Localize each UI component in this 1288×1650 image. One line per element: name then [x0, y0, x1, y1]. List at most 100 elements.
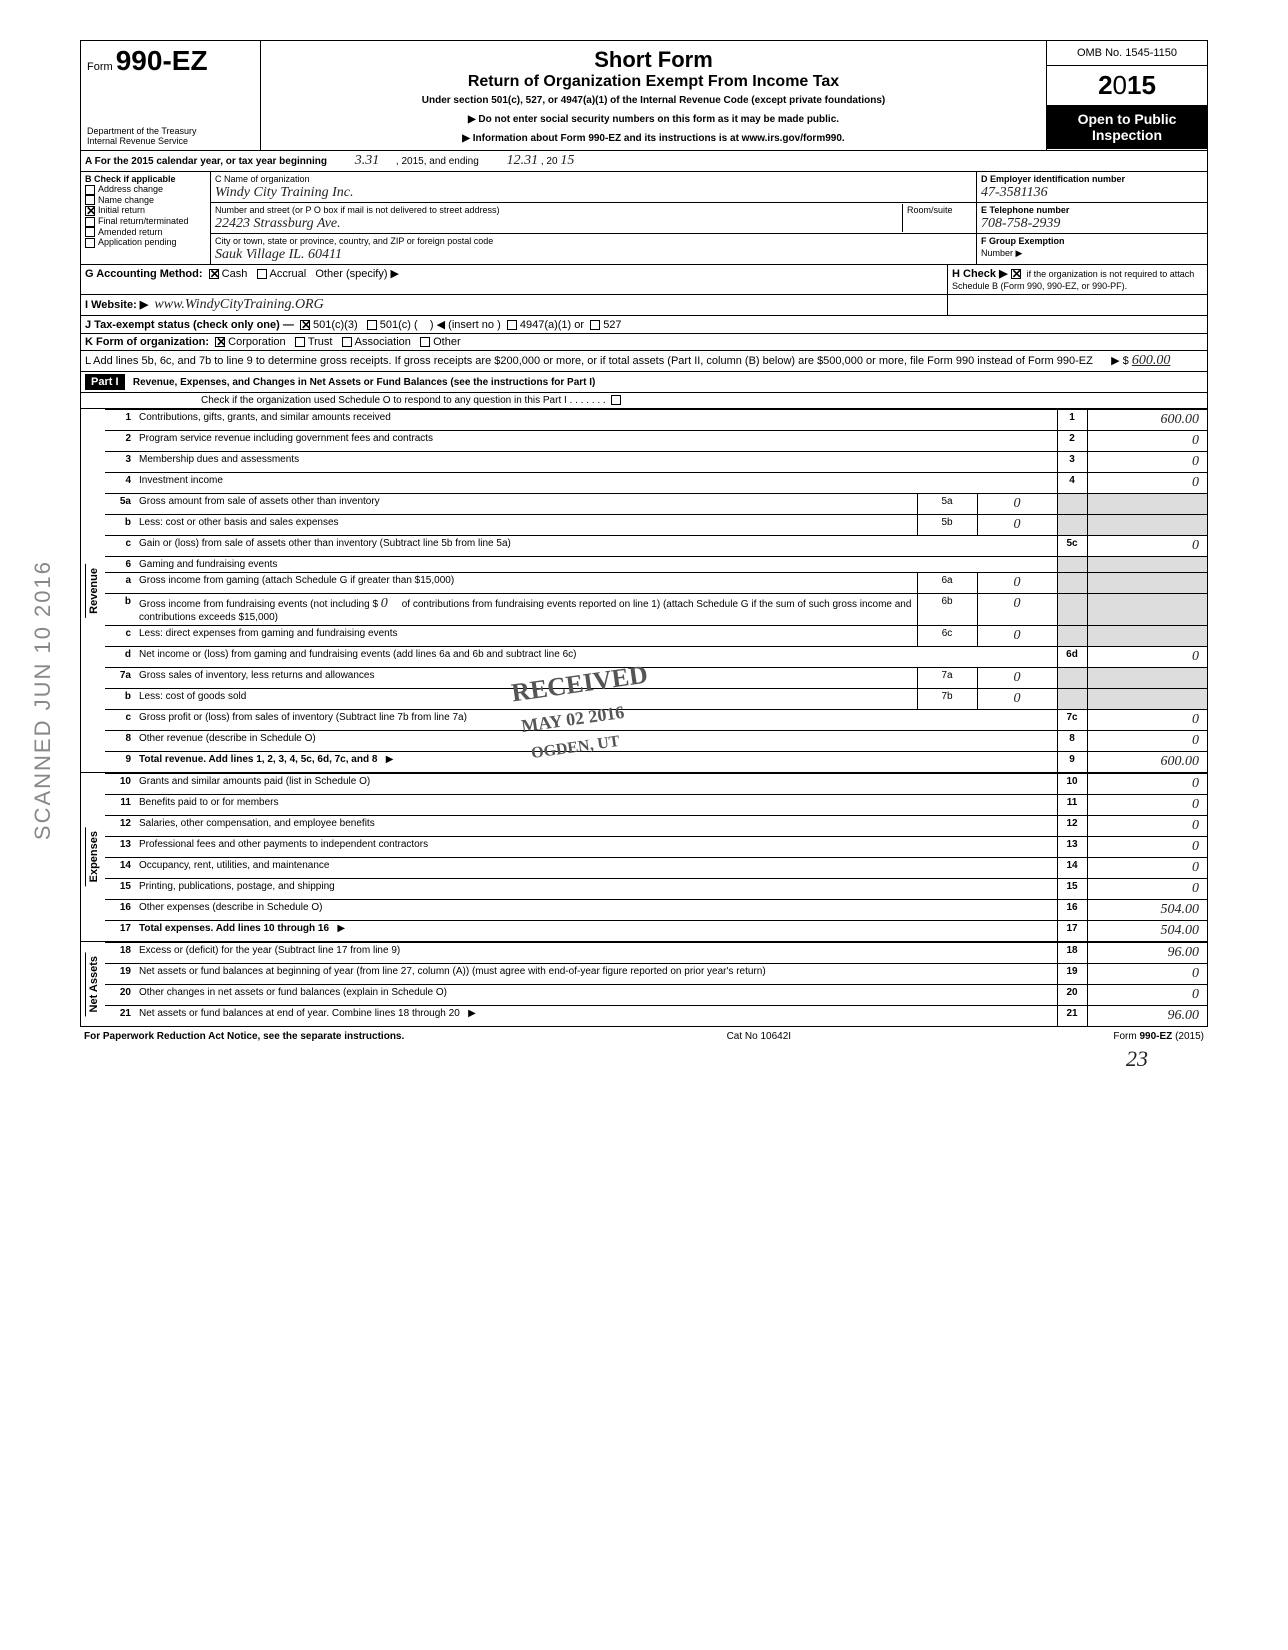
chk-final-return[interactable]	[85, 217, 95, 227]
c-street-lbl: Number and street (or P O box if mail is…	[215, 205, 499, 215]
b-item-2: Initial return	[98, 205, 145, 215]
j-lbl: J Tax-exempt status (check only one) —	[85, 319, 294, 331]
footer-left: For Paperwork Reduction Act Notice, see …	[84, 1031, 404, 1042]
chk-address-change[interactable]	[85, 185, 95, 195]
k-o2: Trust	[308, 336, 333, 348]
chk-initial-return[interactable]	[85, 206, 95, 216]
tax-year: 20201515	[1047, 66, 1207, 105]
ssn-warning: ▶ Do not enter social security numbers o…	[269, 114, 1038, 125]
line-j: J Tax-exempt status (check only one) — 5…	[81, 316, 1207, 334]
chk-501c[interactable]	[367, 320, 377, 330]
title-short-form: Short Form	[269, 47, 1038, 73]
entity-block: B Check if applicable Address change Nam…	[81, 172, 1207, 265]
chk-amended[interactable]	[85, 227, 95, 237]
ein: 47-3581136	[981, 185, 1048, 200]
gross-receipts: 600.00	[1132, 353, 1171, 368]
g-lbl: G Accounting Method:	[85, 268, 203, 280]
chk-other-org[interactable]	[420, 337, 430, 347]
chk-h[interactable]	[1011, 269, 1021, 279]
c-city-lbl: City or town, state or province, country…	[215, 236, 493, 246]
line-6b: bGross income from fundraising events (n…	[105, 594, 1207, 626]
info-line: ▶ Information about Form 990-EZ and its …	[269, 133, 1038, 144]
line-2: 2Program service revenue including gover…	[105, 431, 1207, 452]
line-7c: cGross profit or (loss) from sales of in…	[105, 710, 1207, 731]
part-i-tag: Part I	[85, 374, 125, 390]
line-13: 13Professional fees and other payments t…	[105, 837, 1207, 858]
footer: For Paperwork Reduction Act Notice, see …	[80, 1027, 1208, 1046]
chk-527[interactable]	[590, 320, 600, 330]
f-lbl: F Group Exemption	[981, 236, 1065, 246]
line-g-h: G Accounting Method: Cash Accrual Other …	[81, 265, 1207, 295]
dept-1: Department of the Treasury	[87, 126, 254, 136]
phone: 708-758-2939	[981, 216, 1060, 231]
net-assets-section: Net Assets 18Excess or (deficit) for the…	[81, 942, 1207, 1026]
scanned-stamp: SCANNED JUN 10 2016	[30, 560, 56, 840]
line-17: 17Total expenses. Add lines 10 through 1…	[105, 921, 1207, 942]
j-o2: 501(c) (	[380, 319, 418, 331]
chk-501c3[interactable]	[300, 320, 310, 330]
j-o1: 501(c)(3)	[313, 319, 358, 331]
line-k: K Form of organization: Corporation Trus…	[81, 334, 1207, 351]
line-9: 9Total revenue. Add lines 1, 2, 3, 4, 5c…	[105, 752, 1207, 773]
k-o1: Corporation	[228, 336, 285, 348]
j-o4: 527	[603, 319, 621, 331]
line-6c: cLess: direct expenses from gaming and f…	[105, 626, 1207, 647]
expenses-section: Expenses 10Grants and similar amounts pa…	[81, 773, 1207, 942]
b-item-5: Application pending	[98, 237, 177, 247]
chk-accrual[interactable]	[257, 269, 267, 279]
b-item-0: Address change	[98, 184, 163, 194]
end-date: 12.31	[507, 153, 539, 168]
g-cash: Cash	[222, 268, 248, 280]
open-inspection: Open to Public Inspection	[1047, 105, 1207, 149]
line-19: 19Net assets or fund balances at beginni…	[105, 964, 1207, 985]
l-text: L Add lines 5b, 6c, and 7b to line 9 to …	[85, 355, 1093, 367]
line-5c: cGain or (loss) from sale of assets othe…	[105, 536, 1207, 557]
col-b: B Check if applicable Address change Nam…	[81, 172, 211, 264]
h-lbl: H Check ▶	[952, 268, 1008, 280]
line-6a: aGross income from gaming (attach Schedu…	[105, 573, 1207, 594]
chk-trust[interactable]	[295, 337, 305, 347]
d-lbl: D Employer identification number	[981, 174, 1125, 184]
line-7b: bLess: cost of goods sold7b0	[105, 689, 1207, 710]
line-20: 20Other changes in net assets or fund ba…	[105, 985, 1207, 1006]
form-label: Form	[87, 61, 113, 73]
chk-corp[interactable]	[215, 337, 225, 347]
g-accrual: Accrual	[270, 268, 307, 280]
line-6d: dNet income or (loss) from gaming and fu…	[105, 647, 1207, 668]
line-l: L Add lines 5b, 6c, and 7b to line 9 to …	[81, 351, 1207, 372]
line-6: 6Gaming and fundraising events	[105, 557, 1207, 573]
sub-head: Under section 501(c), 527, or 4947(a)(1)…	[269, 95, 1038, 106]
website: www.WindyCityTraining.ORG	[154, 297, 323, 312]
revenue-section: Revenue 1Contributions, gifts, grants, a…	[81, 409, 1207, 773]
footer-mid: Cat No 10642I	[727, 1031, 792, 1042]
line-a: A For the 2015 calendar year, or tax yea…	[81, 151, 1207, 172]
expenses-label: Expenses	[85, 827, 102, 886]
e-lbl: E Telephone number	[981, 205, 1069, 215]
net-assets-label: Net Assets	[85, 952, 102, 1016]
part-i-header: Part I Revenue, Expenses, and Changes in…	[81, 372, 1207, 393]
c-name-lbl: C Name of organization	[215, 174, 310, 184]
title-return: Return of Organization Exempt From Incom…	[269, 73, 1038, 91]
org-city: Sauk Village IL. 60411	[215, 247, 342, 262]
chk-assoc[interactable]	[342, 337, 352, 347]
line-11: 11Benefits paid to or for members110	[105, 795, 1207, 816]
b-item-1: Name change	[98, 195, 154, 205]
line-i: I Website: ▶ www.WindyCityTraining.ORG	[81, 295, 1207, 316]
k-lbl: K Form of organization:	[85, 336, 209, 348]
chk-cash[interactable]	[209, 269, 219, 279]
line-a-end2: , 20	[541, 156, 558, 167]
line-a-text: A For the 2015 calendar year, or tax yea…	[85, 156, 327, 167]
chk-sched-o[interactable]	[611, 395, 621, 405]
line-1: 1Contributions, gifts, grants, and simil…	[105, 410, 1207, 431]
line-4: 4Investment income40	[105, 473, 1207, 494]
part-i-check: Check if the organization used Schedule …	[81, 393, 1207, 409]
room-lbl: Room/suite	[907, 205, 953, 215]
line-16: 16Other expenses (describe in Schedule O…	[105, 900, 1207, 921]
page-num-hand: 23	[1126, 1046, 1148, 1071]
chk-app-pending[interactable]	[85, 238, 95, 248]
header: Form 990-EZ Department of the Treasury I…	[81, 41, 1207, 151]
line-3: 3Membership dues and assessments30	[105, 452, 1207, 473]
col-c: C Name of organization Windy City Traini…	[211, 172, 977, 264]
chk-4947[interactable]	[507, 320, 517, 330]
form-page: Form 990-EZ Department of the Treasury I…	[80, 40, 1208, 1027]
